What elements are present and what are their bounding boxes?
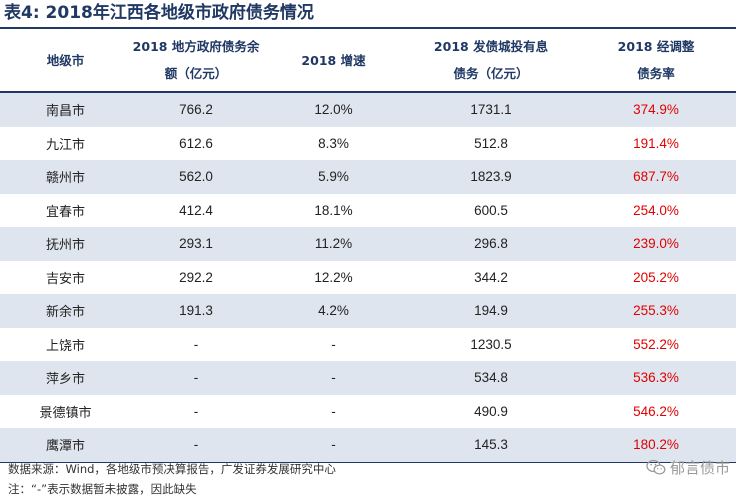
watermark-text: 郁言债市	[669, 458, 730, 477]
header-debt-line1: 2018 地方政府债务余	[132, 39, 260, 54]
watermark: 郁言债市	[646, 454, 730, 480]
cell-debt: -	[131, 361, 261, 395]
cell-bond-debt: 194.9	[406, 294, 576, 328]
cell-debt: -	[131, 327, 261, 361]
table-row: 新余市 191.3 4.2% 194.9 255.3%	[0, 294, 736, 328]
cell-city: 景德镇市	[0, 394, 131, 428]
cell-growth: 12.0%	[261, 92, 406, 127]
cell-city: 南昌市	[0, 92, 131, 127]
cell-city: 鹰潭市	[0, 428, 131, 463]
cell-growth: -	[261, 428, 406, 463]
header-debt: 2018 地方政府债务余 额（亿元）	[131, 29, 261, 93]
cell-growth: -	[261, 394, 406, 428]
cell-city: 吉安市	[0, 260, 131, 294]
cell-bond-debt: 1823.9	[406, 160, 576, 194]
cell-growth: 5.9%	[261, 160, 406, 194]
cell-bond-debt: 1731.1	[406, 92, 576, 127]
table-row: 赣州市 562.0 5.9% 1823.9 687.7%	[0, 160, 736, 194]
header-bond-debt: 2018 发债城投有息 债务（亿元）	[406, 29, 576, 93]
cell-rate: 239.0%	[576, 227, 736, 261]
cell-city: 萍乡市	[0, 361, 131, 395]
header-debt-line2: 额（亿元）	[164, 66, 228, 81]
cell-city: 赣州市	[0, 160, 131, 194]
cell-debt: 191.3	[131, 294, 261, 328]
cell-rate: 205.2%	[576, 260, 736, 294]
cell-bond-debt: 296.8	[406, 227, 576, 261]
footnote: 注：“-”表示数据暂未披露，因此缺失	[8, 482, 197, 496]
cell-rate: 180.2%	[576, 428, 736, 463]
table-row: 宜春市 412.4 18.1% 600.5 254.0%	[0, 193, 736, 227]
title-divider	[0, 27, 736, 29]
cell-city: 九江市	[0, 126, 131, 160]
cell-rate: 255.3%	[576, 294, 736, 328]
cell-debt: 766.2	[131, 92, 261, 127]
header-rate-line1: 2018 经调整	[617, 39, 695, 54]
header-bond-line1: 2018 发债城投有息	[433, 39, 549, 54]
cell-debt: 562.0	[131, 160, 261, 194]
cell-bond-debt: 512.8	[406, 126, 576, 160]
cell-bond-debt: 490.9	[406, 394, 576, 428]
header-growth-label: 2018 增速	[301, 52, 366, 68]
table-header-row: 地级市 2018 地方政府债务余 额（亿元） 2018 增速 2018 发债城投…	[0, 29, 736, 93]
cell-debt: -	[131, 394, 261, 428]
cell-city: 宜春市	[0, 193, 131, 227]
table-row: 萍乡市 - - 534.8 536.3%	[0, 361, 736, 395]
cell-growth: 18.1%	[261, 193, 406, 227]
header-rate: 2018 经调整 债务率	[576, 29, 736, 93]
cell-rate: 191.4%	[576, 126, 736, 160]
header-rate-line2: 债务率	[637, 66, 675, 81]
table-row: 鹰潭市 - - 145.3 180.2%	[0, 428, 736, 463]
cell-city: 新余市	[0, 294, 131, 328]
wechat-icon	[646, 459, 666, 475]
header-growth: 2018 增速	[261, 29, 406, 93]
header-bond-line2: 债务（亿元）	[453, 66, 529, 81]
cell-debt: 292.2	[131, 260, 261, 294]
cell-bond-debt: 1230.5	[406, 327, 576, 361]
cell-growth: 4.2%	[261, 294, 406, 328]
cell-city: 上饶市	[0, 327, 131, 361]
cell-rate: 536.3%	[576, 361, 736, 395]
debt-table: 地级市 2018 地方政府债务余 额（亿元） 2018 增速 2018 发债城投…	[0, 29, 736, 463]
table-title: 表4: 2018年江西各地级市政府债务情况	[4, 3, 314, 23]
cell-bond-debt: 600.5	[406, 193, 576, 227]
cell-growth: 12.2%	[261, 260, 406, 294]
table-row: 抚州市 293.1 11.2% 296.8 239.0%	[0, 227, 736, 261]
cell-debt: -	[131, 428, 261, 463]
cell-debt: 412.4	[131, 193, 261, 227]
header-city-label: 地级市	[46, 52, 85, 68]
cell-debt: 293.1	[131, 227, 261, 261]
table-row: 南昌市 766.2 12.0% 1731.1 374.9%	[0, 92, 736, 127]
cell-growth: 8.3%	[261, 126, 406, 160]
cell-growth: -	[261, 327, 406, 361]
cell-bond-debt: 534.8	[406, 361, 576, 395]
notes: 数据来源：Wind，各地级市预决算报告，广发证券发展研究中心 注：“-”表示数据…	[8, 459, 336, 499]
cell-rate: 254.0%	[576, 193, 736, 227]
cell-rate: 687.7%	[576, 160, 736, 194]
cell-rate: 374.9%	[576, 92, 736, 127]
cell-debt: 612.6	[131, 126, 261, 160]
table-row: 上饶市 - - 1230.5 552.2%	[0, 327, 736, 361]
source-note: 数据来源：Wind，各地级市预决算报告，广发证券发展研究中心	[8, 462, 336, 476]
cell-rate: 546.2%	[576, 394, 736, 428]
header-city: 地级市	[0, 29, 131, 93]
table-row: 九江市 612.6 8.3% 512.8 191.4%	[0, 126, 736, 160]
cell-rate: 552.2%	[576, 327, 736, 361]
cell-bond-debt: 344.2	[406, 260, 576, 294]
table-row: 吉安市 292.2 12.2% 344.2 205.2%	[0, 260, 736, 294]
cell-bond-debt: 145.3	[406, 428, 576, 463]
cell-growth: -	[261, 361, 406, 395]
table-row: 景德镇市 - - 490.9 546.2%	[0, 394, 736, 428]
cell-city: 抚州市	[0, 227, 131, 261]
cell-growth: 11.2%	[261, 227, 406, 261]
